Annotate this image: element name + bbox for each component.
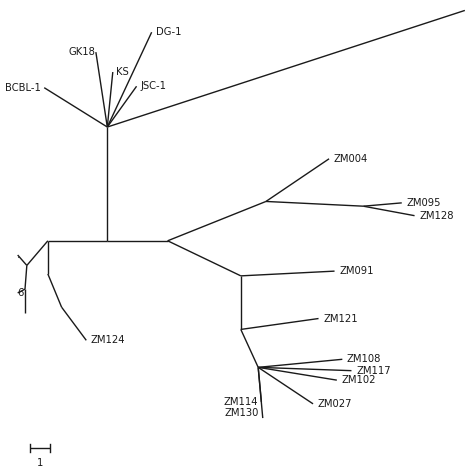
Text: ZM095: ZM095: [406, 198, 441, 208]
Text: ZM108: ZM108: [347, 354, 381, 365]
Text: ZM102: ZM102: [341, 375, 376, 385]
Text: ZM130: ZM130: [225, 408, 259, 419]
Text: 6: 6: [17, 288, 23, 298]
Text: JSC-1: JSC-1: [140, 81, 166, 91]
Text: DG-1: DG-1: [156, 27, 182, 37]
Text: .: .: [17, 250, 20, 260]
Text: ZM004: ZM004: [334, 154, 368, 164]
Text: ZM124: ZM124: [91, 335, 125, 346]
Text: 1: 1: [36, 458, 43, 468]
Text: GK18: GK18: [68, 47, 95, 57]
Text: ZM121: ZM121: [323, 313, 358, 324]
Text: KS: KS: [117, 67, 129, 77]
Text: ZM114: ZM114: [223, 397, 258, 407]
Text: ZM128: ZM128: [419, 210, 454, 221]
Text: ZM117: ZM117: [356, 365, 391, 376]
Text: ZM027: ZM027: [318, 399, 352, 409]
Text: ZM091: ZM091: [339, 266, 374, 276]
Text: BCBL-1: BCBL-1: [5, 82, 41, 93]
